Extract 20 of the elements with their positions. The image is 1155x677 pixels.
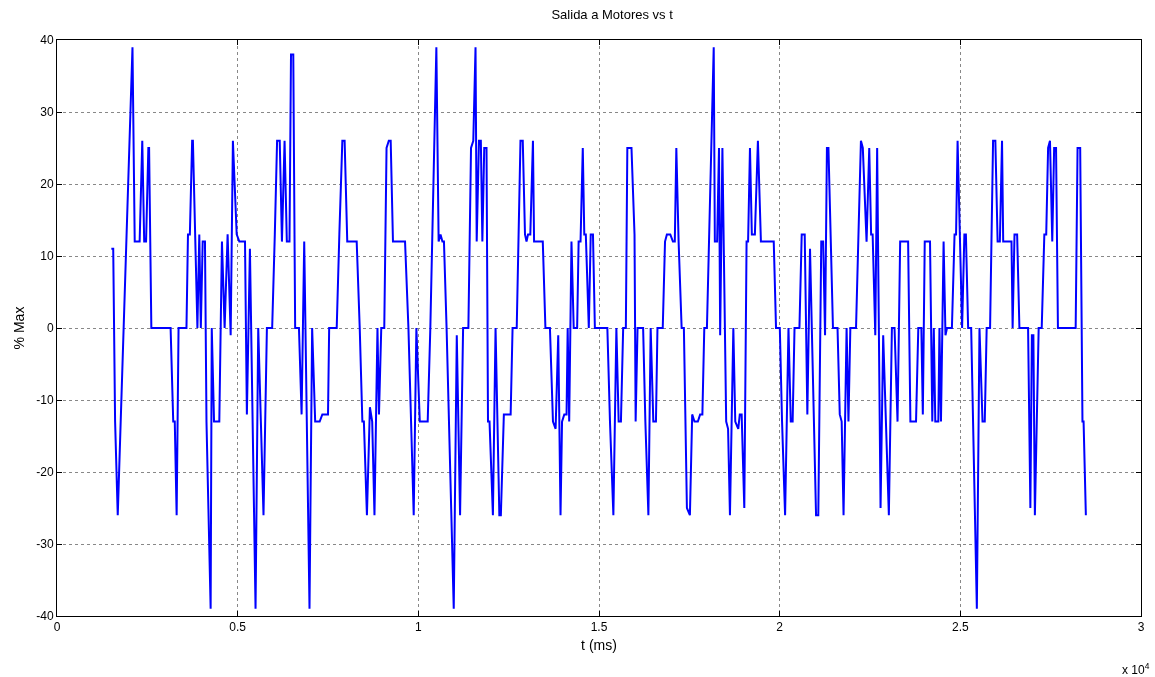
line-series	[110, 46, 1087, 610]
y-tick-label: -10	[36, 393, 54, 408]
y-tick-label: 30	[40, 105, 54, 120]
chart-title: Salida a Motores vs t	[551, 7, 674, 23]
y-tick-label: 0	[46, 321, 54, 336]
x-tick-label: 2.5	[951, 620, 969, 635]
y-tick-label: -20	[36, 465, 54, 480]
x-tick-label: 0.5	[229, 620, 247, 635]
y-tick-label: 20	[40, 177, 54, 192]
y-tick-label: -30	[36, 537, 54, 552]
x-tick-label: 1.5	[590, 620, 608, 635]
y-tick-label: -40	[36, 609, 54, 624]
y-axis-title: % Max	[10, 306, 27, 350]
y-tick-label: 10	[40, 249, 54, 264]
x-tick-label: 3	[1137, 620, 1145, 635]
x-tick-label: 2	[776, 620, 784, 635]
text: x 10$^{4}$	[1122, 661, 1150, 677]
y-tick-label: 40	[40, 33, 54, 48]
x-tick-label: 1	[414, 620, 422, 635]
x-axis-title: t (ms)	[581, 636, 617, 653]
